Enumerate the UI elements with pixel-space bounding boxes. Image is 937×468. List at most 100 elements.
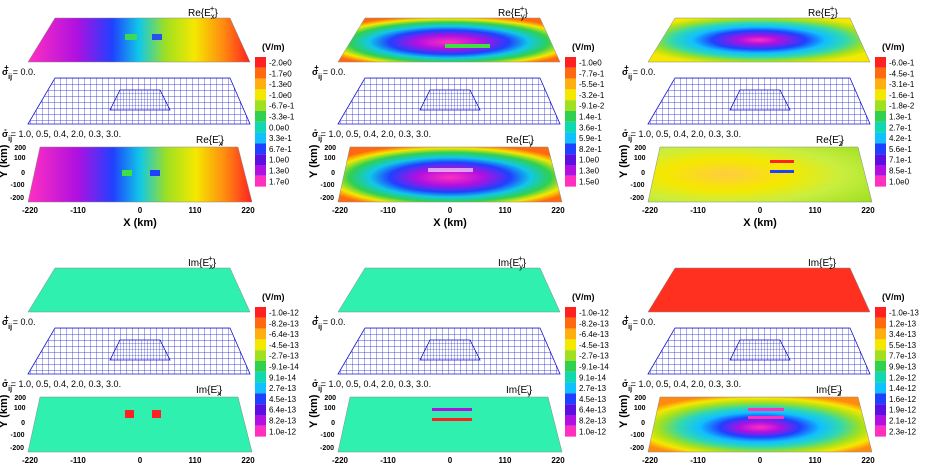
- sigma-plus-label: σij+ = 0.0.: [622, 63, 656, 81]
- x-tick-label: 0: [448, 206, 453, 215]
- top-title: Re{Ey+}: [498, 4, 528, 21]
- sigma-plus-label: σij+ = 0.0.: [2, 313, 36, 331]
- y-tick-label: 200: [324, 145, 336, 152]
- y-tick-label: -200: [10, 195, 24, 202]
- colorbar-swatch: [565, 78, 576, 90]
- colorbar-swatch: [255, 143, 266, 155]
- x-tick-label: -110: [380, 206, 396, 215]
- colorbar-label: 9.9e-13: [889, 363, 917, 372]
- mesh-anomaly-block: [729, 89, 791, 111]
- x-tick-label: 0: [138, 206, 143, 215]
- y-tick-label: -100: [630, 182, 644, 189]
- colorbar-swatch: [255, 111, 266, 122]
- colorbar-swatch: [255, 350, 266, 361]
- colorbar-label: 9.1e-14: [269, 373, 297, 382]
- y-axis-label: Y (km): [0, 144, 10, 178]
- y-axis-label: Y (km): [308, 144, 320, 178]
- units-label: (V/m): [262, 42, 285, 52]
- colorbar-label: -1.3e0: [269, 80, 292, 89]
- colorbar-label: -6.7e-1: [269, 102, 295, 111]
- x-tick-label: -220: [22, 456, 39, 465]
- colorbar-swatch: [255, 404, 266, 415]
- colorbar-label: -9.1e-2: [579, 102, 605, 111]
- sigma-plus-label: σij+ = 0.0.: [2, 63, 36, 81]
- colorbar-label: -5.5e-1: [579, 80, 605, 89]
- colorbar-label: -1.0e-12: [579, 309, 609, 318]
- bottom-anomaly: [770, 160, 794, 163]
- panel-im-ey: Im{Ey+} σij+ = 0.0. σij- = 1.0, 0.5, 0.4, 2.…: [308, 254, 609, 468]
- colorbar-label: 5.5e-13: [889, 341, 917, 350]
- colorbar-label: -1.0e-12: [269, 309, 299, 318]
- colorbar-label: 8.2e-1: [579, 145, 602, 154]
- colorbar-swatch: [255, 393, 266, 405]
- y-tick-label: -100: [320, 182, 334, 189]
- x-tick-label: -110: [70, 206, 86, 215]
- colorbar-label: 9.1e-14: [579, 373, 607, 382]
- colorbar-swatch: [875, 328, 886, 340]
- sigma-plus-label: σij+ = 0.0.: [622, 313, 656, 331]
- x-tick-label: -220: [332, 456, 349, 465]
- colorbar-swatch: [255, 415, 266, 426]
- y-tick-label: 0: [641, 420, 645, 427]
- colorbar-swatch: [565, 307, 576, 318]
- top-title: Im{Ex+}: [188, 254, 217, 271]
- colorbar-label: 1.0e0: [579, 156, 600, 165]
- mesh-anomaly-block: [419, 89, 481, 111]
- x-tick-label: 220: [241, 456, 255, 465]
- colorbar-label: -6.0e-1: [889, 59, 915, 68]
- x-tick-label: -220: [332, 206, 349, 215]
- colorbar-swatch: [255, 89, 266, 101]
- colorbar-swatch: [565, 415, 576, 426]
- colorbar-label: 1.0e-12: [579, 427, 607, 436]
- panel-re-ey: Re{Ey+} σij+ = 0.0. σij- = 1.0, 0.5, 0.4, 2.…: [308, 4, 605, 229]
- colorbar-swatch: [875, 67, 886, 79]
- colorbar-swatch: [565, 111, 576, 122]
- colorbar-label: -1.6e-1: [889, 91, 915, 100]
- colorbar-label: 1.9e-12: [889, 406, 917, 415]
- y-tick-label: 200: [14, 395, 26, 402]
- colorbar-label: -4.5e-13: [579, 341, 609, 350]
- colorbar-label: -4.5e-1: [889, 69, 915, 78]
- colorbar-label: 3.4e-13: [889, 330, 917, 339]
- y-tick-label: -100: [320, 432, 334, 439]
- colorbar-swatch: [565, 121, 576, 133]
- y-axis-label: Y (km): [0, 394, 10, 428]
- top-title: Re{Ex+}: [188, 4, 218, 21]
- colorbar-swatch: [565, 393, 576, 405]
- colorbar-label: 2.3e-12: [889, 427, 917, 436]
- bottom-title: Re{Ex-}: [196, 131, 224, 148]
- x-tick-label: 220: [861, 456, 875, 465]
- mesh-anomaly-block: [109, 339, 171, 361]
- top-title: Re{Ez+}: [808, 4, 838, 21]
- colorbar-swatch: [565, 382, 576, 394]
- colorbar-label: 8.2e-13: [579, 417, 607, 426]
- colorbar-swatch: [565, 317, 576, 329]
- colorbar-label: 1.6e-12: [889, 395, 917, 404]
- colorbar-swatch: [255, 121, 266, 133]
- colorbar-label: -6.4e-13: [579, 330, 609, 339]
- colorbar-label: -9.1e-14: [269, 363, 299, 372]
- colorbar-label: 2.7e-13: [269, 384, 297, 393]
- colorbar-label: -8.2e-13: [579, 319, 609, 328]
- colorbar-swatch: [875, 57, 886, 68]
- colorbar-label: 6.7e-1: [269, 145, 292, 154]
- units-label: (V/m): [882, 292, 905, 302]
- bottom-title: Re{Ez-}: [816, 131, 844, 148]
- colorbar-swatch: [565, 425, 576, 437]
- bottom-anomaly: [152, 410, 161, 418]
- colorbar-label: -3.1e-1: [889, 80, 915, 89]
- colorbar-label: 5.9e-1: [579, 134, 602, 143]
- colorbar-swatch: [875, 317, 886, 329]
- colorbar-label: -8.2e-13: [269, 319, 299, 328]
- colorbar-swatch: [565, 57, 576, 68]
- panel-im-ex: Im{Ex+} σij+ = 0.0. σij- = 1.0, 0.5, 0.4, 2.…: [0, 254, 299, 468]
- colorbar-swatch: [875, 361, 886, 372]
- colorbar-label: 1.3e0: [579, 167, 600, 176]
- colorbar-swatch: [565, 100, 576, 111]
- colorbar-label: 0.0e0: [269, 123, 290, 132]
- x-tick-label: 110: [809, 456, 822, 465]
- x-tick-label: 110: [189, 206, 202, 215]
- y-tick-label: 200: [324, 395, 336, 402]
- y-tick-label: 100: [14, 405, 26, 412]
- bottom-anomaly: [748, 416, 784, 419]
